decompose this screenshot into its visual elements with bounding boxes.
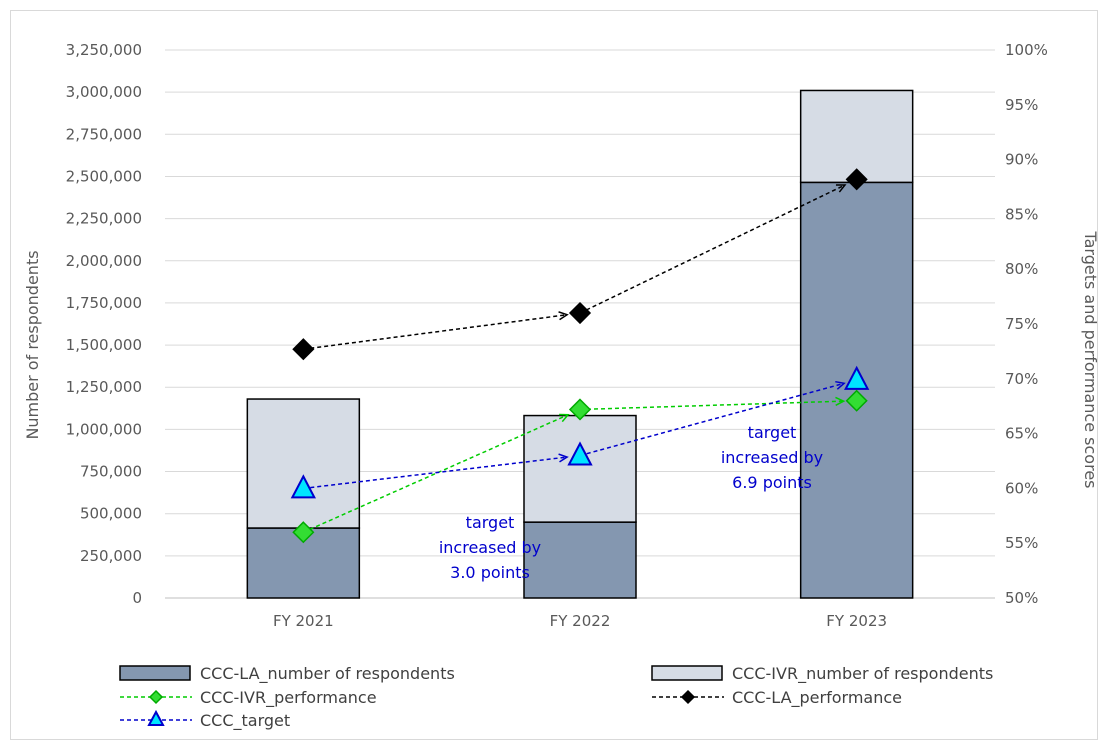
- target-increase-note: target: [748, 423, 797, 442]
- bar-ivr-respondents: [246, 398, 361, 529]
- ccc-la-performance-arrowhead: [835, 184, 847, 193]
- right-axis-ticks: 50% 55% 60% 65% 70% 75% 80% 85% 90% 95% 100%: [1005, 41, 1048, 607]
- ccc-target-arrowhead: [558, 453, 569, 463]
- bar-ivr-respondents: [799, 89, 914, 184]
- ccc-la-performance-segment: [579, 184, 846, 314]
- right-axis-title: Targets and performance scores: [1081, 231, 1099, 489]
- left-tick-label: 2,000,000: [66, 252, 142, 270]
- left-tick-label: 2,500,000: [66, 167, 142, 185]
- left-tick-label: 750,000: [80, 463, 142, 481]
- right-tick-label: 85%: [1005, 205, 1038, 223]
- ccc-la-performance-segment: [303, 313, 568, 350]
- ccc-ivr-performance-arrowhead: [559, 413, 570, 423]
- left-axis-title: Number of respondents: [23, 250, 42, 439]
- right-tick-label: 75%: [1005, 315, 1038, 333]
- ccc-ivr-performance-point: [845, 389, 868, 412]
- ccc-ivr-performance-segment: [579, 400, 844, 411]
- ccc-target-segment: [303, 456, 568, 490]
- left-tick-label: 250,000: [80, 547, 142, 565]
- ccc-target-point: [290, 474, 316, 499]
- bars: [246, 89, 914, 599]
- left-tick-label: 2,250,000: [66, 210, 142, 228]
- bar-la-respondents: [523, 521, 637, 599]
- left-tick-label: 3,250,000: [66, 41, 142, 59]
- legend-marker-ccc-la-performance: [680, 689, 696, 705]
- legend-label-ccc-ivr-performance: CCC-IVR_performance: [200, 688, 377, 708]
- right-tick-label: 70%: [1005, 370, 1038, 388]
- right-tick-label: 50%: [1005, 589, 1038, 607]
- legend-swatch-ccc-ivr-number-of-respondents: [651, 665, 723, 681]
- left-tick-label: 1,250,000: [66, 378, 142, 396]
- ccc-ivr-performance-point: [568, 398, 592, 421]
- right-tick-label: 60%: [1005, 479, 1038, 497]
- ccc-la-performance-arrowhead: [558, 311, 569, 321]
- ccc-target-arrowhead: [835, 380, 846, 390]
- ccc-target-segment: [579, 382, 845, 457]
- target-increase-note: increased by: [721, 448, 823, 467]
- right-tick-label: 95%: [1005, 96, 1038, 114]
- left-axis-ticks: 0 250,000 500,000 750,000 1,000,000 1,250,000…: [66, 41, 142, 607]
- left-tick-label: 3,000,000: [66, 83, 142, 101]
- right-tick-label: 65%: [1005, 425, 1038, 443]
- target-increase-note: increased by: [439, 538, 541, 557]
- right-tick-label: 100%: [1005, 41, 1048, 59]
- ccc-ivr-performance-point: [292, 521, 315, 544]
- left-tick-label: 500,000: [80, 505, 142, 523]
- legend-swatch-ccc-la-number-of-respondents: [119, 665, 191, 681]
- left-tick-label: 1,750,000: [66, 294, 142, 312]
- legend-marker-ccc-target: [147, 709, 165, 726]
- left-tick-label: 0: [132, 589, 142, 607]
- legend-marker-ccc-ivr-performance: [148, 689, 164, 705]
- x-tick-label: FY 2022: [550, 612, 611, 630]
- x-tick-label: FY 2023: [826, 612, 887, 630]
- legend-label-ccc-target: CCC_target: [200, 711, 290, 731]
- left-tick-label: 1,500,000: [66, 336, 142, 354]
- ccc-target-point: [844, 365, 870, 390]
- annotations: target increased by 3.0 points target increa…: [439, 423, 823, 582]
- legend: CCC-LA_number of respondents CCC-IVR_numb…: [119, 664, 993, 731]
- left-tick-label: 2,750,000: [66, 125, 142, 143]
- ccc-la-performance-point: [292, 338, 315, 361]
- target-increase-note: target: [466, 513, 515, 532]
- ccc-la-performance-point: [568, 301, 592, 325]
- right-tick-label: 80%: [1005, 260, 1038, 278]
- legend-label-ccc-la-performance: CCC-LA_performance: [732, 688, 902, 708]
- x-axis-ticks: FY 2021 FY 2022 FY 2023: [273, 612, 887, 630]
- ccc-ivr-performance-arrowhead: [835, 396, 846, 406]
- performance-lines: [290, 168, 870, 544]
- target-increase-note: 6.9 points: [732, 473, 812, 492]
- right-tick-label: 55%: [1005, 534, 1038, 552]
- ccc-la-performance-point: [845, 168, 868, 191]
- bar-ivr-respondents: [523, 414, 637, 523]
- legend-label-ccc-la-number-of-respondents: CCC-LA_number of respondents: [200, 664, 455, 684]
- target-increase-note: 3.0 points: [450, 563, 530, 582]
- left-tick-label: 1,000,000: [66, 420, 142, 438]
- ccc-target-point: [567, 441, 593, 466]
- x-tick-label: FY 2021: [273, 612, 334, 630]
- right-tick-label: 90%: [1005, 151, 1038, 169]
- ccc-ivr-performance-segment: [303, 414, 569, 533]
- legend-label-ccc-ivr-number-of-respondents: CCC-IVR_number of respondents: [732, 664, 993, 684]
